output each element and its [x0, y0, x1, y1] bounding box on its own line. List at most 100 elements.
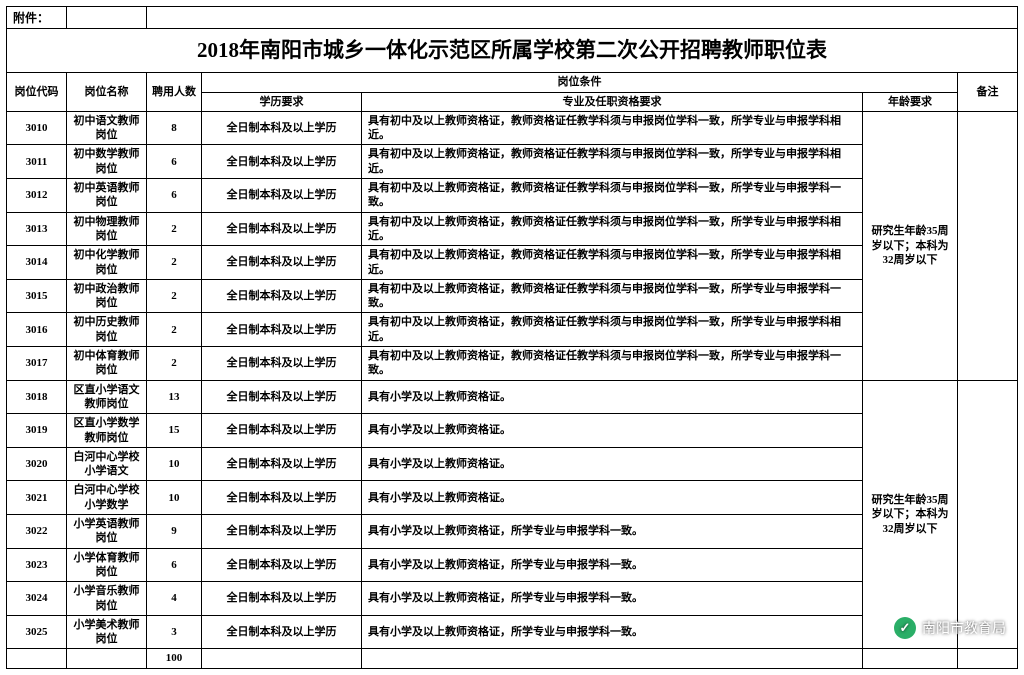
cell-req: 具有初中及以上教师资格证，教师资格证任教学科须与申报岗位学科一致，所学专业与申报… [362, 179, 863, 213]
cell-edu: 全日制本科及以上学历 [202, 111, 362, 145]
cell-code: 3016 [7, 313, 67, 347]
cell-code: 3013 [7, 212, 67, 246]
table-row: 3018区直小学语文教师岗位13全日制本科及以上学历具有小学及以上教师资格证。研… [7, 380, 1018, 414]
header-conditions: 岗位条件 [202, 73, 958, 92]
cell-req: 具有小学及以上教师资格证。 [362, 414, 863, 448]
cell-code: 3020 [7, 447, 67, 481]
cell-code: 3021 [7, 481, 67, 515]
cell-req: 具有小学及以上教师资格证，所学专业与申报学科一致。 [362, 582, 863, 616]
cell-name: 初中体育教师岗位 [67, 347, 147, 381]
attachment-row: 附件： [6, 6, 1018, 28]
cell-count: 2 [147, 347, 202, 381]
cell-edu: 全日制本科及以上学历 [202, 212, 362, 246]
cell-count: 3 [147, 615, 202, 649]
cell-count: 8 [147, 111, 202, 145]
cell-edu: 全日制本科及以上学历 [202, 548, 362, 582]
watermark: ✓ 南阳市教育局 [894, 617, 1006, 639]
cell-code: 3017 [7, 347, 67, 381]
cell-edu: 全日制本科及以上学历 [202, 481, 362, 515]
age-cell: 研究生年龄35周岁以下；本科为32周岁以下 [862, 380, 957, 649]
cell-edu: 全日制本科及以上学历 [202, 246, 362, 280]
cell-req: 具有初中及以上教师资格证，教师资格证任教学科须与申报岗位学科一致，所学专业与申报… [362, 145, 863, 179]
cell-edu: 全日制本科及以上学历 [202, 615, 362, 649]
cell-name: 初中政治教师岗位 [67, 279, 147, 313]
cell-name: 初中化学教师岗位 [67, 246, 147, 280]
cell-name: 小学体育教师岗位 [67, 548, 147, 582]
cell-name: 白河中心学校小学数学 [67, 481, 147, 515]
cell-name: 白河中心学校小学语文 [67, 447, 147, 481]
header-req: 专业及任职资格要求 [362, 92, 863, 111]
cell-req: 具有初中及以上教师资格证，教师资格证任教学科须与申报岗位学科一致，所学专业与申报… [362, 111, 863, 145]
cell-count: 10 [147, 481, 202, 515]
main-table: 2018年南阳市城乡一体化示范区所属学校第二次公开招聘教师职位表 岗位代码 岗位… [6, 28, 1018, 669]
cell-req: 具有小学及以上教师资格证，所学专业与申报学科一致。 [362, 615, 863, 649]
cell-req: 具有初中及以上教师资格证，教师资格证任教学科须与申报岗位学科一致，所学专业与申报… [362, 313, 863, 347]
cell-count: 2 [147, 246, 202, 280]
cell-req: 具有小学及以上教师资格证。 [362, 447, 863, 481]
cell-code: 3011 [7, 145, 67, 179]
header-age: 年龄要求 [862, 92, 957, 111]
cell-edu: 全日制本科及以上学历 [202, 414, 362, 448]
header-code: 岗位代码 [7, 73, 67, 112]
wechat-icon: ✓ [894, 617, 916, 639]
cell-code: 3015 [7, 279, 67, 313]
cell-req: 具有小学及以上教师资格证。 [362, 481, 863, 515]
table-row: 3010初中语文教师岗位8全日制本科及以上学历具有初中及以上教师资格证，教师资格… [7, 111, 1018, 145]
cell-name: 小学英语教师岗位 [67, 515, 147, 549]
title-row: 2018年南阳市城乡一体化示范区所属学校第二次公开招聘教师职位表 [7, 29, 1018, 73]
cell-count: 6 [147, 548, 202, 582]
cell-count: 2 [147, 279, 202, 313]
cell-name: 初中数学教师岗位 [67, 145, 147, 179]
cell-req: 具有小学及以上教师资格证。 [362, 380, 863, 414]
watermark-text: 南阳市教育局 [922, 618, 1006, 638]
cell-name: 初中语文教师岗位 [67, 111, 147, 145]
cell-code: 3012 [7, 179, 67, 213]
cell-name: 小学音乐教师岗位 [67, 582, 147, 616]
cell-code: 3019 [7, 414, 67, 448]
cell-name: 初中物理教师岗位 [67, 212, 147, 246]
cell-edu: 全日制本科及以上学历 [202, 515, 362, 549]
cell-count: 6 [147, 145, 202, 179]
total-row: 100 [7, 649, 1018, 668]
header-name: 岗位名称 [67, 73, 147, 112]
page-title: 2018年南阳市城乡一体化示范区所属学校第二次公开招聘教师职位表 [7, 29, 1018, 73]
cell-edu: 全日制本科及以上学历 [202, 380, 362, 414]
cell-edu: 全日制本科及以上学历 [202, 347, 362, 381]
cell-edu: 全日制本科及以上学历 [202, 313, 362, 347]
cell-name: 初中英语教师岗位 [67, 179, 147, 213]
cell-name: 初中历史教师岗位 [67, 313, 147, 347]
cell-name: 小学美术教师岗位 [67, 615, 147, 649]
age-cell: 研究生年龄35周岁以下；本科为32周岁以下 [862, 111, 957, 380]
cell-code: 3018 [7, 380, 67, 414]
cell-count: 9 [147, 515, 202, 549]
cell-req: 具有小学及以上教师资格证，所学专业与申报学科一致。 [362, 515, 863, 549]
header-edu: 学历要求 [202, 92, 362, 111]
cell-req: 具有初中及以上教师资格证，教师资格证任教学科须与申报岗位学科一致，所学专业与申报… [362, 347, 863, 381]
cell-code: 3025 [7, 615, 67, 649]
cell-count: 2 [147, 212, 202, 246]
cell-name: 区直小学语文教师岗位 [67, 380, 147, 414]
cell-edu: 全日制本科及以上学历 [202, 447, 362, 481]
header-row-1: 岗位代码 岗位名称 聘用人数 岗位条件 备注 [7, 73, 1018, 92]
header-count: 聘用人数 [147, 73, 202, 112]
cell-count: 4 [147, 582, 202, 616]
cell-code: 3014 [7, 246, 67, 280]
cell-req: 具有初中及以上教师资格证，教师资格证任教学科须与申报岗位学科一致，所学专业与申报… [362, 212, 863, 246]
cell-code: 3010 [7, 111, 67, 145]
note-cell [957, 111, 1017, 380]
cell-count: 2 [147, 313, 202, 347]
cell-req: 具有初中及以上教师资格证，教师资格证任教学科须与申报岗位学科一致，所学专业与申报… [362, 279, 863, 313]
cell-req: 具有初中及以上教师资格证，教师资格证任教学科须与申报岗位学科一致，所学专业与申报… [362, 246, 863, 280]
attachment-label: 附件： [6, 6, 66, 28]
cell-code: 3023 [7, 548, 67, 582]
cell-edu: 全日制本科及以上学历 [202, 145, 362, 179]
cell-code: 3024 [7, 582, 67, 616]
cell-count: 15 [147, 414, 202, 448]
cell-code: 3022 [7, 515, 67, 549]
cell-name: 区直小学数学教师岗位 [67, 414, 147, 448]
cell-count: 13 [147, 380, 202, 414]
cell-edu: 全日制本科及以上学历 [202, 582, 362, 616]
cell-count: 10 [147, 447, 202, 481]
cell-count: 6 [147, 179, 202, 213]
header-note: 备注 [957, 73, 1017, 112]
